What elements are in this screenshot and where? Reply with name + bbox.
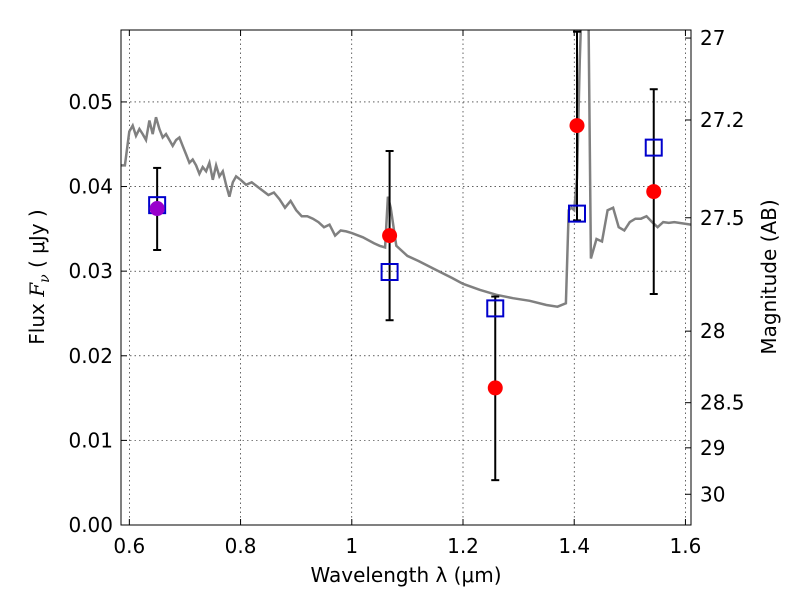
x-axis-label: Wavelength λ (μm) <box>310 563 501 587</box>
magnitude-axis-label: Magnitude (AB) <box>757 199 781 354</box>
magnitude-tick-label: 27.2 <box>700 108 745 132</box>
observed-flux-marker <box>569 118 585 134</box>
y-tick-label: 0.00 <box>68 513 113 537</box>
y-tick-label: 0.01 <box>68 428 113 452</box>
model-band-marker <box>486 299 505 318</box>
observed-flux-marker <box>646 184 662 200</box>
observed-flux-markers <box>149 118 662 396</box>
x-axis-ticks: 0.6 0.8 1 1.2 1.4 1.6 <box>113 30 701 558</box>
x-tick-label: 1.4 <box>558 534 590 558</box>
x-tick-label: 1 <box>345 534 358 558</box>
x-tick-label: 0.8 <box>225 534 257 558</box>
model-band-marker <box>568 204 586 223</box>
grid <box>121 30 691 526</box>
model-sed-line <box>121 30 691 308</box>
magnitude-tick-label: 28.5 <box>700 391 745 415</box>
y-tick-label: 0.02 <box>68 344 113 368</box>
error-bars <box>153 30 658 482</box>
y-axis-label: Flux Fν ( μJy ) <box>25 209 53 344</box>
observed-flux-marker <box>487 380 503 396</box>
magnitude-tick-label: 27 <box>700 26 725 50</box>
y-axis-ticks: 0.00 0.01 0.02 0.03 0.04 0.05 <box>68 90 127 537</box>
magnitude-tick-label: 27.5 <box>700 206 745 230</box>
model-band-marker <box>380 263 399 281</box>
model-band-markers <box>148 138 663 318</box>
magnitude-tick-label: 29 <box>700 436 725 460</box>
observed-flux-marker <box>382 228 398 244</box>
y-tick-label: 0.05 <box>68 90 113 114</box>
observed-flux-marker <box>149 201 165 217</box>
model-sed-layer <box>121 30 691 308</box>
y-tick-label: 0.04 <box>68 175 113 199</box>
x-tick-label: 0.6 <box>113 534 145 558</box>
x-tick-label: 1.2 <box>447 534 479 558</box>
y-tick-label: 0.03 <box>68 259 113 283</box>
model-band-marker <box>644 138 663 157</box>
magnitude-tick-label: 30 <box>700 482 725 506</box>
plot-frame <box>120 29 692 526</box>
magnitude-tick-label: 28 <box>700 319 725 343</box>
x-tick-label: 1.6 <box>670 534 702 558</box>
magnitude-axis-ticks: 27 27.2 27.5 28 28.5 29 30 <box>685 26 745 506</box>
